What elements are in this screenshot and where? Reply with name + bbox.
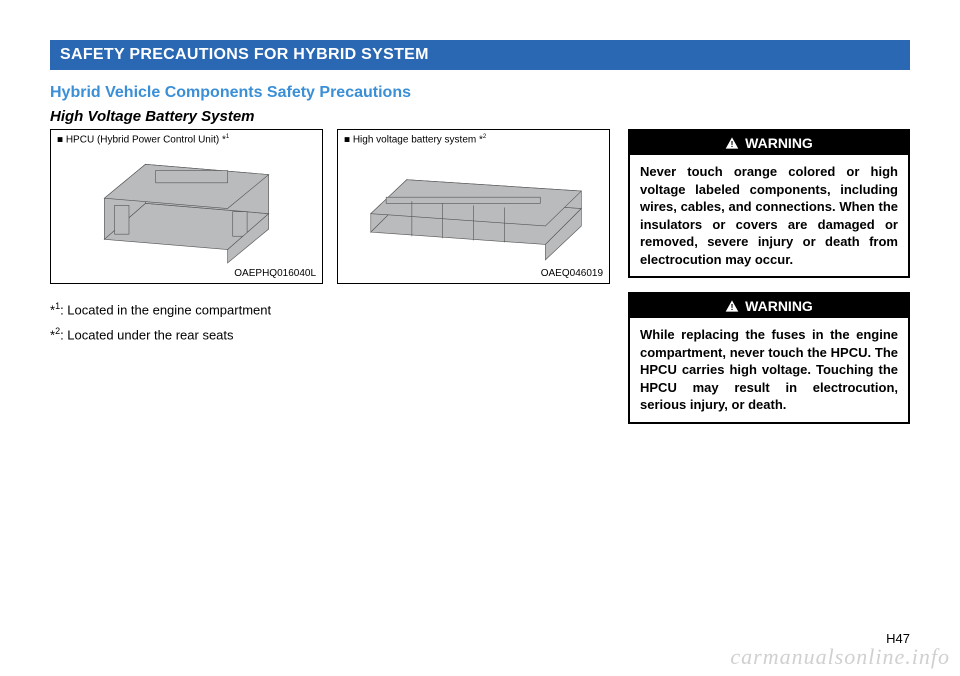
svg-text:!: ! <box>731 302 734 312</box>
left-column: ■ HPCU (Hybrid Power Control Unit) *1 <box>50 129 610 348</box>
caption-sup: 1 <box>226 134 229 140</box>
warning-icon: ! <box>725 299 739 313</box>
figure-hpcu: ■ HPCU (Hybrid Power Control Unit) *1 <box>50 129 323 284</box>
right-column: ! WARNING Never touch orange colored or … <box>628 129 910 438</box>
warning-body-2: While replacing the fuses in the engine … <box>630 318 908 422</box>
figure-hpcu-code: OAEPHQ016040L <box>234 268 316 279</box>
page-header-title: SAFETY PRECAUTIONS FOR HYBRID SYSTEM <box>60 46 429 63</box>
battery-illustration <box>348 152 599 265</box>
header-bar: SAFETY PRECAUTIONS FOR HYBRID SYSTEM <box>50 40 910 70</box>
warning-icon: ! <box>725 136 739 150</box>
caption-text: HPCU (Hybrid Power Control Unit) * <box>66 134 226 145</box>
warning-body-1: Never touch orange colored or high volta… <box>630 155 908 276</box>
figures-row: ■ HPCU (Hybrid Power Control Unit) *1 <box>50 129 610 284</box>
warning-box-1: ! WARNING Never touch orange colored or … <box>628 129 910 278</box>
footnote-text: : Located in the engine compartment <box>60 302 271 317</box>
footnote-text: : Located under the rear seats <box>60 327 233 342</box>
caption-bullet: ■ <box>344 134 353 145</box>
warning-box-2: ! WARNING While replacing the fuses in t… <box>628 292 910 424</box>
content-row: ■ HPCU (Hybrid Power Control Unit) *1 <box>50 129 910 438</box>
svg-text:!: ! <box>731 139 734 149</box>
watermark: carmanualsonline.info <box>730 644 950 670</box>
footnote-2: *2: Located under the rear seats <box>50 323 610 348</box>
footnote-1: *1: Located in the engine compartment <box>50 298 610 323</box>
figure-battery-code: OAEQ046019 <box>541 268 603 279</box>
warning-header-1: ! WARNING <box>630 131 908 155</box>
figure-battery: ■ High voltage battery system *2 <box>337 129 610 284</box>
warning-label: WARNING <box>745 298 813 314</box>
warning-header-2: ! WARNING <box>630 294 908 318</box>
subsection-title: High Voltage Battery System <box>50 108 910 125</box>
caption-text: High voltage battery system * <box>353 134 483 145</box>
caption-bullet: ■ <box>57 134 66 145</box>
section-title: Hybrid Vehicle Components Safety Precaut… <box>50 84 910 102</box>
hpcu-illustration <box>61 152 312 265</box>
figure-hpcu-caption: ■ HPCU (Hybrid Power Control Unit) *1 <box>57 134 316 145</box>
footnotes: *1: Located in the engine compartment *2… <box>50 298 610 348</box>
warning-label: WARNING <box>745 135 813 151</box>
caption-sup: 2 <box>483 134 486 140</box>
figure-battery-caption: ■ High voltage battery system *2 <box>344 134 603 145</box>
